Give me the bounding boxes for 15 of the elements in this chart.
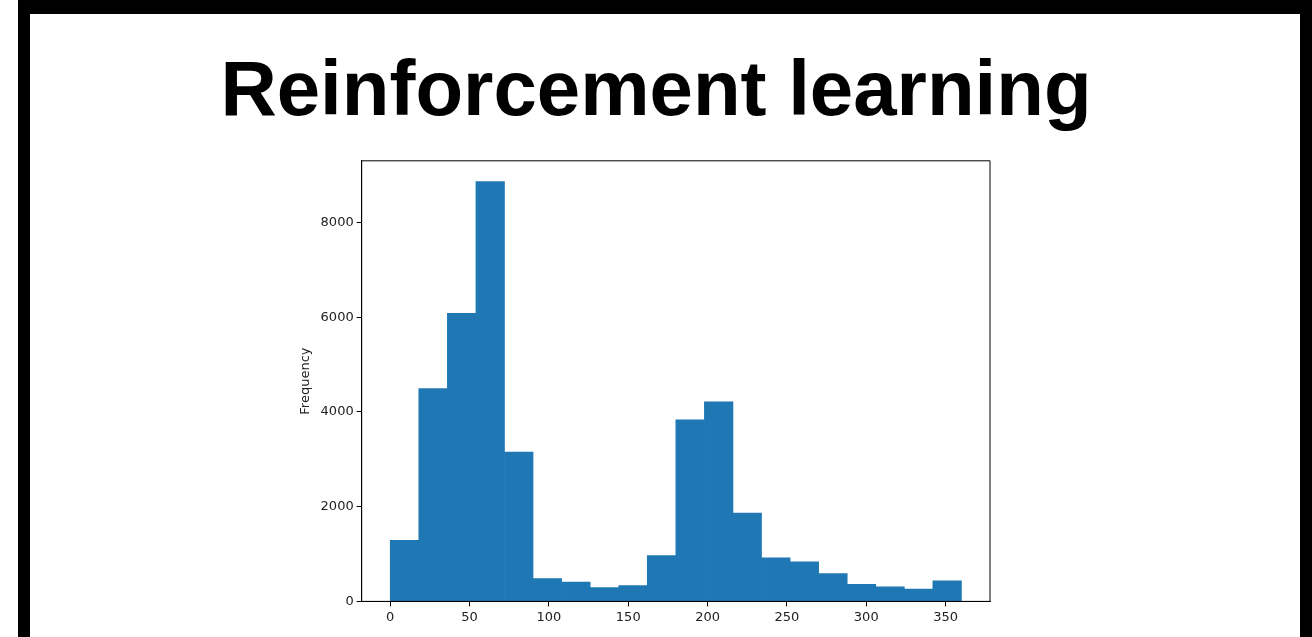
x-tick-label: 300 bbox=[853, 608, 879, 624]
y-tick-label: 8000 bbox=[320, 213, 354, 229]
x-tick-label: 50 bbox=[461, 608, 478, 624]
x-tick-label: 0 bbox=[386, 608, 395, 624]
x-tick-label: 350 bbox=[933, 608, 958, 624]
x-tick-label: 250 bbox=[774, 608, 800, 624]
y-axis-title: Frequency bbox=[297, 347, 313, 415]
x-tick-label: 150 bbox=[615, 608, 641, 624]
x-tick-label: 100 bbox=[536, 608, 562, 624]
y-tick-label: 2000 bbox=[320, 498, 354, 514]
y-tick-label: 6000 bbox=[320, 308, 354, 324]
chart-title: Reinforcement learning bbox=[219, 43, 1093, 134]
x-tick-label: 200 bbox=[695, 608, 720, 624]
y-tick-label: 0 bbox=[345, 592, 354, 608]
y-tick-label: 4000 bbox=[320, 403, 354, 419]
